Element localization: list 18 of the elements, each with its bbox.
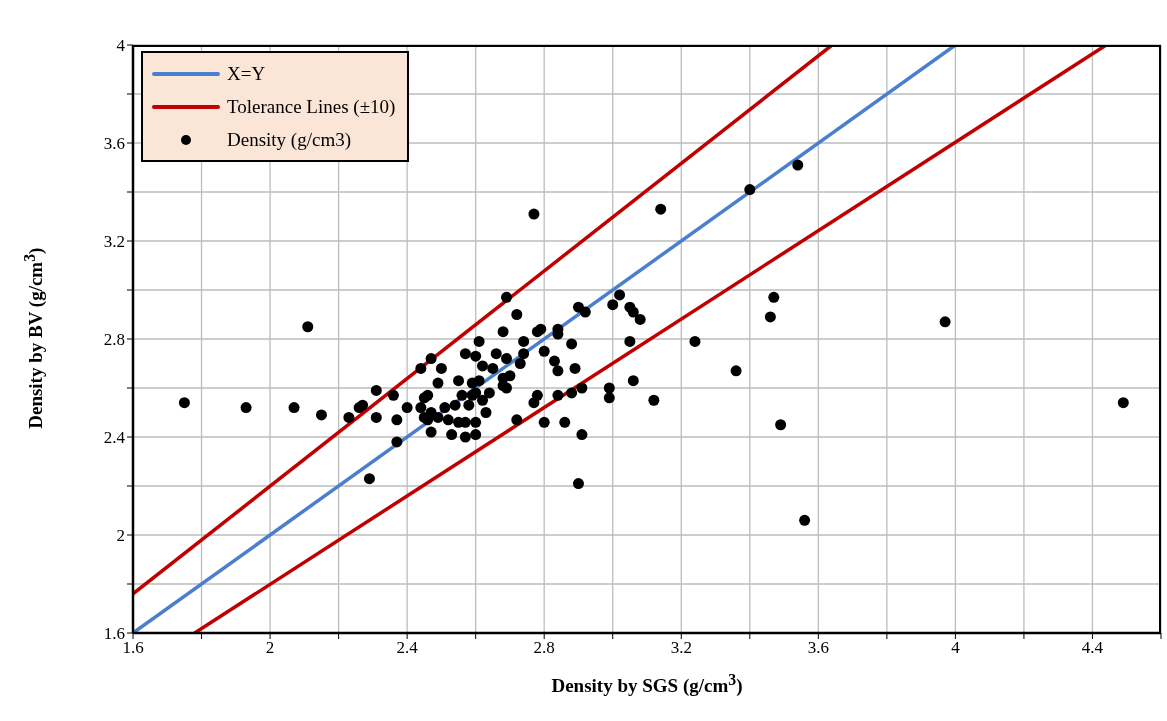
y-tick-label: 3.2 <box>103 232 125 252</box>
x-axis-title: Density by SGS (g/cm$^{3}$) <box>550 671 744 698</box>
x-tick-label: 2.4 <box>396 638 419 658</box>
x-tick-label: 4 <box>951 638 961 658</box>
x-tick-label: 3.2 <box>670 638 692 658</box>
y-tick-label: 1.6 <box>103 624 125 644</box>
x-tick-label: 2.8 <box>533 638 555 658</box>
legend-label: Density (g/cm3) <box>227 128 352 151</box>
y-tick-label: 3.6 <box>103 134 125 154</box>
x-tick-label: 3.6 <box>807 638 829 658</box>
legend-label: X=Y <box>227 62 266 85</box>
y-tick-label: 2.4 <box>103 428 126 448</box>
y-tick-label: 2 <box>116 526 125 546</box>
y-tick-label: 4 <box>116 36 126 56</box>
legend-label: Tolerance Lines (±10) <box>227 95 396 118</box>
x-tick-label: 2 <box>265 638 275 658</box>
x-tick-label: 4.4 <box>1081 638 1104 658</box>
y-tick-label: 2.8 <box>103 330 125 350</box>
